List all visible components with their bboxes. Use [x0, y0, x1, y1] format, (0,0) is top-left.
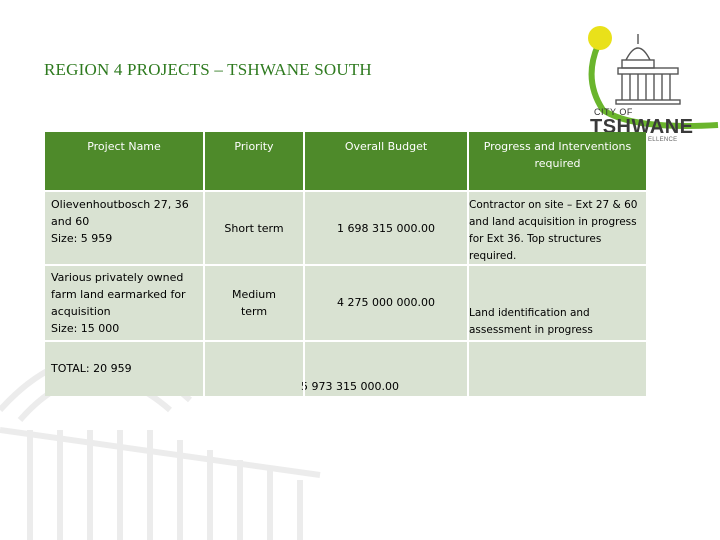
table-row-1-progress: Contractor on site – Ext 27 & 60 and lan…	[469, 199, 638, 262]
header-priority: Priority	[205, 132, 303, 190]
table-row-1-budget: 1 698 315 000.00	[337, 222, 435, 235]
table-row-2-priority: Medium term	[232, 288, 276, 318]
header-project-name: Project Name	[45, 132, 203, 190]
header-overall-budget: Overall Budget	[305, 132, 467, 190]
table-total-label: TOTAL: 20 959	[51, 362, 132, 375]
table-row-1-project: Olievenhoutbosch 27, 36 and 60 Size: 5 9…	[51, 198, 189, 245]
row-divider	[45, 190, 646, 192]
table-body-fill	[45, 190, 646, 396]
table-total-budget: 5 973 315 000.00	[301, 380, 399, 393]
logo-tagline: ELLENCE	[648, 137, 678, 143]
header-progress: Progress and Interventions required	[469, 132, 646, 190]
row-divider	[45, 340, 646, 342]
slide-title: REGION 4 PROJECTS – TSHWANE SOUTH	[44, 60, 372, 79]
row-divider	[45, 264, 646, 266]
table-row-2-budget: 4 275 000 000.00	[337, 296, 435, 309]
building-watermark-icon	[0, 354, 321, 540]
table-row-1-priority: Short term	[224, 222, 284, 235]
logo-city-of: CITY OF	[594, 107, 633, 117]
projects-table: Project Name Priority Overall Budget Pro…	[45, 132, 646, 396]
table-row-2-project: Various privately owned farm land earmar…	[51, 271, 186, 335]
table-row-2-progress: Land identification and assessment in pr…	[469, 307, 593, 336]
city-of-tshwane-logo-icon	[588, 26, 719, 129]
